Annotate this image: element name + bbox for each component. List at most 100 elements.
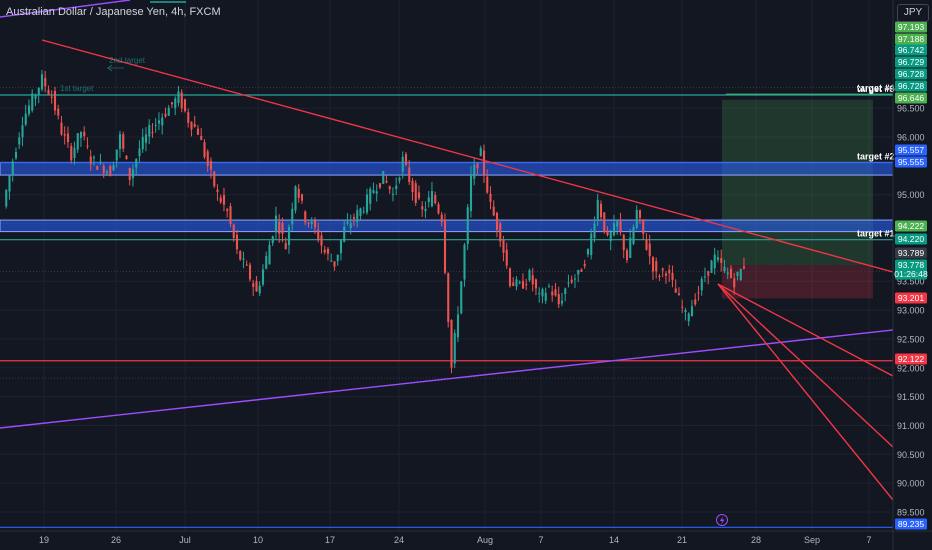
- price-badge-label: 93.778: [898, 260, 925, 270]
- price-badge-bg: [895, 247, 927, 259]
- candle-body: [603, 212, 606, 232]
- arrow-icon: [106, 64, 124, 72]
- candle-body: [278, 221, 281, 234]
- y-tick-label: 93.000: [897, 306, 925, 316]
- candle-body: [739, 269, 742, 281]
- candle-body: [427, 197, 430, 202]
- candle-body: [362, 211, 365, 213]
- y-tick-label: 92.500: [897, 334, 925, 344]
- price-badge-bg: [895, 33, 927, 45]
- candle-body: [492, 206, 495, 216]
- candle-body: [53, 90, 57, 111]
- lightning-icon[interactable]: [716, 514, 728, 526]
- candle-body: [102, 165, 105, 174]
- candle-body: [356, 210, 359, 222]
- candle-body: [664, 273, 668, 276]
- candle-body: [395, 185, 398, 189]
- price-badge-bg: [895, 92, 927, 104]
- candle-body: [323, 249, 326, 253]
- candle-body: [677, 293, 681, 296]
- ascending-support-line[interactable]: [0, 329, 894, 429]
- x-tick-label: 10: [253, 535, 263, 545]
- candle-body: [349, 223, 352, 228]
- candle-body: [34, 94, 37, 99]
- candle-body: [161, 117, 164, 126]
- candle-body: [115, 149, 118, 161]
- candle-body: [365, 194, 369, 213]
- candle-body: [473, 164, 476, 179]
- price-badge-label: 89.235: [898, 519, 925, 529]
- candle-body: [245, 264, 248, 266]
- x-tick-label: 17: [325, 535, 335, 545]
- candle-body: [687, 313, 690, 322]
- candle-body: [430, 191, 434, 207]
- price-badge-label: 96.728: [898, 69, 925, 79]
- candle-body: [138, 148, 141, 157]
- candle-body: [538, 293, 541, 295]
- candle-body: [83, 131, 86, 137]
- candle-body: [466, 207, 469, 244]
- candle-body: [271, 236, 274, 244]
- candle-body: [560, 300, 564, 304]
- y-tick-label: 95.000: [897, 190, 925, 200]
- candle-body: [554, 289, 557, 296]
- top-support-line[interactable]: [0, 0, 131, 18]
- resistance-zone[interactable]: [0, 219, 894, 233]
- price-badge: 95.555: [895, 156, 927, 168]
- candle-body: [557, 294, 560, 305]
- candle-body: [79, 131, 83, 138]
- candle-body: [463, 244, 466, 280]
- candle-body: [512, 282, 515, 287]
- candle-body: [255, 281, 258, 292]
- candle-body: [317, 229, 320, 241]
- candle-body: [229, 206, 232, 225]
- price-badge-bg: [895, 353, 927, 365]
- candle-body: [112, 165, 115, 171]
- candle-body: [697, 292, 700, 294]
- candle-body: [76, 133, 79, 150]
- price-badge: 93.201: [895, 292, 927, 304]
- price-badge: 96.742: [895, 44, 927, 56]
- candle-body: [450, 319, 453, 368]
- position-profit-zone[interactable]: [722, 99, 873, 266]
- x-tick-label: 7: [866, 535, 871, 545]
- candle-body: [148, 125, 151, 137]
- price-badge-label: 95.557: [898, 145, 925, 155]
- candle-body: [534, 279, 538, 289]
- y-tick-label: 96.000: [897, 133, 925, 143]
- currency-button[interactable]: JPY: [897, 4, 929, 22]
- candle-body: [222, 195, 226, 205]
- candle-body: [183, 99, 187, 112]
- candle-body: [453, 333, 456, 364]
- candle-body: [180, 92, 183, 109]
- price-badge-bg: [895, 68, 927, 80]
- y-tick-label: 89.500: [897, 508, 925, 518]
- candle-body: [729, 268, 733, 278]
- candle-body: [320, 235, 323, 246]
- price-badge-label: 93.201: [898, 293, 925, 303]
- candle-body: [596, 199, 599, 222]
- candle-body: [440, 214, 443, 222]
- candle-body: [720, 258, 723, 263]
- position-loss-zone[interactable]: [722, 265, 873, 299]
- projection-line[interactable]: [717, 283, 894, 377]
- candle-body: [216, 189, 219, 192]
- projection-line[interactable]: [717, 283, 894, 448]
- descending-trendline[interactable]: [41, 39, 894, 273]
- candle-body: [144, 134, 148, 143]
- candle-body: [294, 186, 297, 211]
- candle-body: [242, 258, 245, 260]
- candle-body: [531, 275, 534, 285]
- candle-body: [447, 273, 450, 323]
- price-badge-bg: [895, 292, 927, 304]
- y-tick-label: 92.000: [897, 363, 925, 373]
- candle-body: [733, 278, 736, 288]
- candle-body: [235, 234, 239, 250]
- projection-line[interactable]: [717, 283, 894, 501]
- candle-body: [284, 243, 287, 250]
- candle-body: [619, 221, 622, 233]
- candle-body: [495, 212, 499, 230]
- candle-body: [37, 87, 40, 95]
- candle-body: [398, 177, 401, 181]
